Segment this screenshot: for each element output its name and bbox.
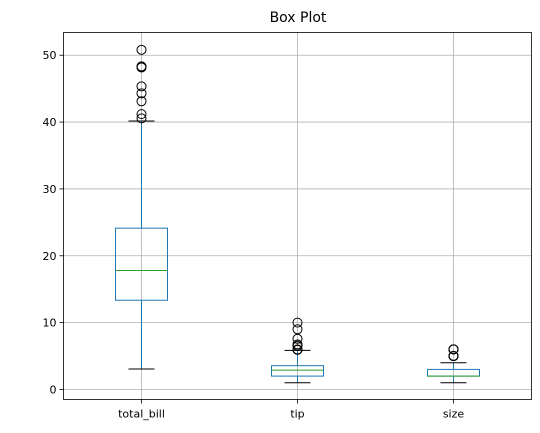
box-iqr [271, 365, 324, 377]
outlier-point [136, 81, 147, 92]
boxes-group [115, 44, 480, 384]
y-tick-label: 10 [43, 317, 57, 330]
x-tick-label: total_bill [118, 408, 165, 421]
plot-frame [63, 32, 532, 400]
outlier-point [136, 44, 147, 55]
chart-title: Box Plot [270, 10, 327, 26]
y-tick-label: 40 [43, 116, 57, 129]
x-axis-ticks: total_bill tip size [118, 399, 465, 421]
outlier-point [136, 96, 147, 107]
y-tick-label: 30 [43, 183, 57, 196]
outlier-point [136, 61, 147, 72]
box-iqr [115, 227, 168, 301]
y-tick-label: 0 [50, 383, 57, 396]
y-tick-label: 50 [43, 49, 57, 62]
outlier-point [292, 317, 303, 328]
box-total_bill [115, 44, 168, 370]
y-axis-ticks: 0 10 20 30 40 50 [43, 49, 64, 396]
outlier-point [448, 344, 459, 355]
outlier-point [448, 351, 459, 362]
outlier-point [136, 109, 147, 120]
box-tip [271, 317, 324, 384]
x-tick-label: size [443, 408, 465, 421]
outlier-point [136, 113, 147, 124]
outlier-point [136, 88, 147, 99]
box-size [427, 344, 480, 384]
outlier-point [292, 324, 303, 335]
outlier-point [292, 339, 303, 350]
x-tick-label: tip [290, 408, 304, 421]
outlier-point [292, 344, 303, 355]
y-tick-label: 20 [43, 250, 57, 263]
